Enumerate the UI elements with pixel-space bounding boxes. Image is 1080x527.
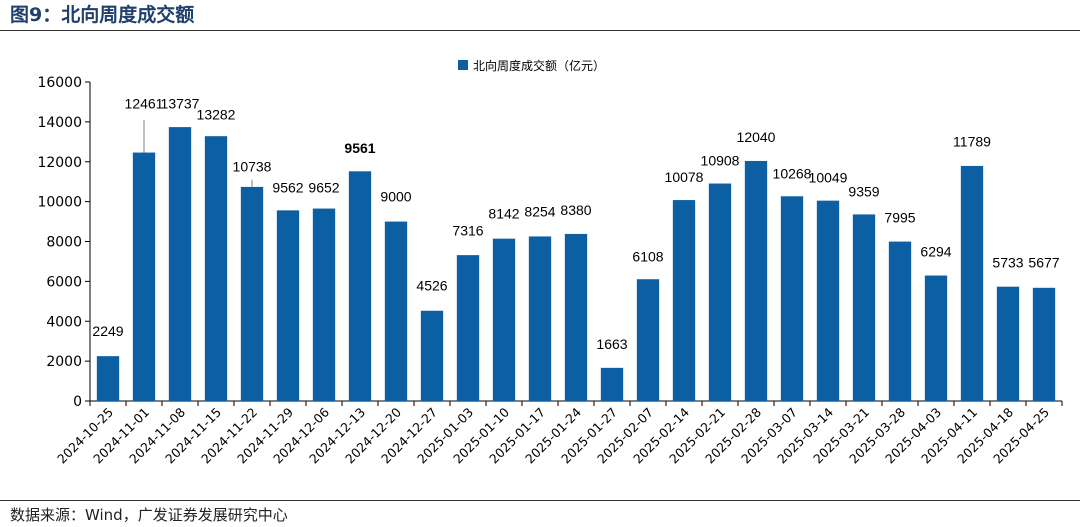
figure-title: 图9：北向周度成交额 [10,4,195,26]
bar [240,186,264,401]
chart-legend: 北向周度成交额（亿元） [458,58,605,73]
bar [744,160,768,401]
bar [276,210,300,401]
data-label: 9562 [272,180,303,196]
data-label: 6108 [632,248,663,264]
leader-lines [143,119,253,187]
source-note: 数据来源：Wind，广发证券发展研究中心 [10,506,288,524]
bottom-divider [0,500,1080,501]
data-label: 10738 [233,159,272,175]
data-label: 9652 [308,180,339,196]
data-label: 2249 [92,323,123,339]
bar [312,208,336,401]
bar [384,221,408,401]
bar [348,171,372,401]
data-label: 13737 [161,96,200,112]
bar [888,241,912,401]
data-label: 6294 [920,243,951,259]
data-label: 5733 [992,255,1023,271]
bar [204,136,228,401]
data-label: 8254 [524,204,555,220]
bar [996,286,1020,401]
data-label: 10049 [809,170,848,186]
data-label: 10908 [701,153,740,169]
y-tick-label: 10000 [37,195,82,211]
top-divider [0,30,1080,31]
data-label: 10268 [773,166,812,182]
data-label: 7316 [452,223,483,239]
y-tick-label: 6000 [46,274,82,290]
bar [600,367,624,401]
bar-series [96,127,1056,401]
data-label: 8380 [560,202,591,218]
data-label: 4526 [416,277,447,293]
data-label: 5677 [1028,255,1059,271]
y-axis: 0 2000 4000 6000 8000 10000 12000 14000 16000 [37,75,91,410]
bar [780,196,804,401]
y-tick-label: 14000 [37,115,82,131]
data-label: 8142 [488,206,519,222]
bar [708,183,732,401]
bar [492,238,516,401]
x-axis: 2024-10-252024-11-012024-11-082024-11-15… [54,400,1063,466]
bar [636,279,660,401]
y-tick-label: 0 [73,394,82,410]
data-label: 9359 [848,184,879,200]
bar [528,236,552,401]
bar-chart: 北向周度成交额（亿元） 0 2000 4000 6000 8000 10000 12000 1… [37,58,1063,466]
y-tick-label: 2000 [46,354,82,370]
legend-swatch [458,60,468,70]
bar [852,214,876,401]
bar [564,233,588,401]
data-label: 1663 [596,336,627,352]
bar [924,275,948,401]
bar [420,310,444,401]
data-label: 7995 [884,210,915,226]
data-label: 10078 [665,169,704,185]
bar [168,127,192,401]
bar [1032,287,1056,401]
data-label: 9000 [380,189,411,205]
data-label: 12040 [737,129,776,145]
data-label: 13282 [197,106,236,122]
bar [960,165,984,401]
y-tick-label: 4000 [46,314,82,330]
data-label: 12461 [125,96,164,112]
data-label: 11789 [953,133,991,149]
data-label: 9561 [344,140,375,156]
bar [96,356,120,401]
bar [816,200,840,401]
y-tick-label: 12000 [37,155,82,171]
y-tick-label: 8000 [46,235,82,251]
legend-label: 北向周度成交额（亿元） [473,58,605,73]
y-tick-label: 16000 [37,75,82,91]
bar [456,255,480,401]
bar [132,152,156,401]
bar [672,200,696,401]
